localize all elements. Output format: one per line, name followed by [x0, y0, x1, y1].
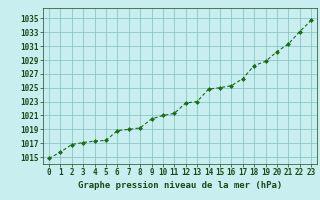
X-axis label: Graphe pression niveau de la mer (hPa): Graphe pression niveau de la mer (hPa) [78, 181, 282, 190]
